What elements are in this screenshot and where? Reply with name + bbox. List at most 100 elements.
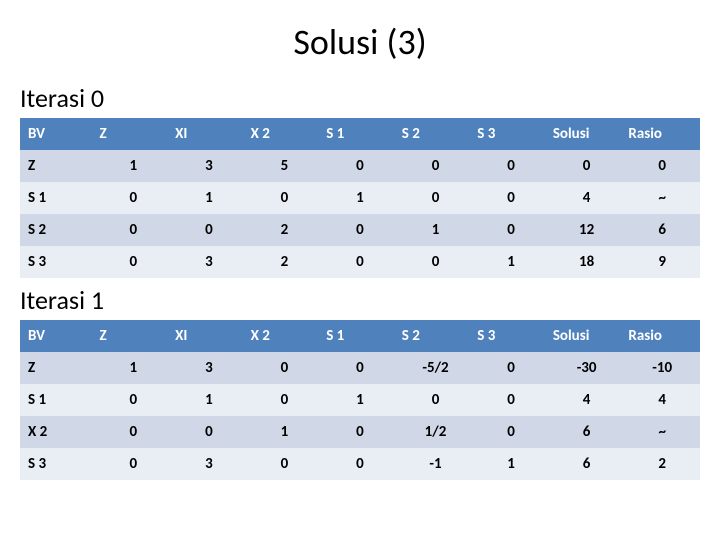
table-row: S 2 0 0 2 0 1 0 12 6: [20, 214, 700, 246]
cell: 1: [473, 246, 549, 278]
cell: 0: [473, 352, 549, 384]
cell: 1: [96, 150, 172, 182]
cell: 3: [171, 246, 247, 278]
cell: 0: [322, 352, 398, 384]
table-row: Z 1 3 5 0 0 0 0 0: [20, 150, 700, 182]
slide-title: Solusi (3): [20, 20, 700, 64]
cell: -5/2: [398, 352, 474, 384]
table-row: X 2 0 0 1 0 1/2 0 6 ~: [20, 416, 700, 448]
cell: 0: [96, 214, 172, 246]
cell: 1: [247, 416, 323, 448]
iterasi-1-table: BV Z XI X 2 S 1 S 2 S 3 Solusi Rasio Z 1…: [20, 320, 700, 480]
cell: 0: [247, 448, 323, 480]
cell: 2: [247, 246, 323, 278]
cell: 0: [322, 214, 398, 246]
col-s2: S 2: [398, 320, 474, 352]
col-rasio: Rasio: [624, 320, 700, 352]
col-solusi: Solusi: [549, 118, 625, 150]
cell: 0: [96, 448, 172, 480]
cell: 4: [549, 384, 625, 416]
cell: 12: [549, 214, 625, 246]
cell: ~: [624, 416, 700, 448]
cell: 1: [322, 182, 398, 214]
table-row: Z 1 3 0 0 -5/2 0 -30 -10: [20, 352, 700, 384]
cell: -30: [549, 352, 625, 384]
cell: 0: [473, 150, 549, 182]
table-row: S 1 0 1 0 1 0 0 4 ~: [20, 182, 700, 214]
cell: 0: [398, 182, 474, 214]
cell: 0: [398, 150, 474, 182]
iterasi-0-table: BV Z XI X 2 S 1 S 2 S 3 Solusi Rasio Z 1…: [20, 118, 700, 278]
cell: 3: [171, 150, 247, 182]
cell: 0: [398, 384, 474, 416]
cell: 0: [322, 150, 398, 182]
cell: 0: [473, 214, 549, 246]
table-header-row: BV Z XI X 2 S 1 S 2 S 3 Solusi Rasio: [20, 320, 700, 352]
cell: 0: [473, 384, 549, 416]
cell: 0: [473, 182, 549, 214]
cell: 6: [549, 416, 625, 448]
col-s2: S 2: [398, 118, 474, 150]
cell: 9: [624, 246, 700, 278]
cell: 1: [171, 384, 247, 416]
cell: 1: [96, 352, 172, 384]
cell: 0: [247, 384, 323, 416]
col-bv: BV: [20, 320, 96, 352]
cell: 1: [322, 384, 398, 416]
col-s3: S 3: [473, 320, 549, 352]
col-bv: BV: [20, 118, 96, 150]
cell: 4: [549, 182, 625, 214]
cell: 0: [96, 384, 172, 416]
cell: 1: [398, 214, 474, 246]
cell: 0: [398, 246, 474, 278]
cell: S 1: [20, 182, 96, 214]
cell: 18: [549, 246, 625, 278]
cell: S 2: [20, 214, 96, 246]
cell: 0: [171, 416, 247, 448]
cell: 0: [247, 352, 323, 384]
table-row: S 3 0 3 2 0 0 1 18 9: [20, 246, 700, 278]
iterasi-1-heading: Iterasi 1: [20, 284, 700, 316]
cell: 4: [624, 384, 700, 416]
cell: 0: [171, 214, 247, 246]
cell: 0: [96, 416, 172, 448]
cell: X 2: [20, 416, 96, 448]
col-rasio: Rasio: [624, 118, 700, 150]
col-s1: S 1: [322, 118, 398, 150]
cell: 0: [473, 416, 549, 448]
col-solusi: Solusi: [549, 320, 625, 352]
cell: Z: [20, 352, 96, 384]
col-x2: X 2: [247, 320, 323, 352]
cell: ~: [624, 182, 700, 214]
col-s1: S 1: [322, 320, 398, 352]
cell: 0: [322, 246, 398, 278]
cell: S 1: [20, 384, 96, 416]
table-header-row: BV Z XI X 2 S 1 S 2 S 3 Solusi Rasio: [20, 118, 700, 150]
cell: 0: [96, 182, 172, 214]
col-z: Z: [96, 118, 172, 150]
cell: Z: [20, 150, 96, 182]
table-row: S 3 0 3 0 0 -1 1 6 2: [20, 448, 700, 480]
cell: 3: [171, 448, 247, 480]
cell: 0: [247, 182, 323, 214]
cell: 2: [624, 448, 700, 480]
col-xi: XI: [171, 320, 247, 352]
cell: 1: [171, 182, 247, 214]
cell: S 3: [20, 246, 96, 278]
col-x2: X 2: [247, 118, 323, 150]
col-s3: S 3: [473, 118, 549, 150]
cell: 6: [624, 214, 700, 246]
cell: 1/2: [398, 416, 474, 448]
cell: 5: [247, 150, 323, 182]
cell: 0: [322, 416, 398, 448]
cell: 3: [171, 352, 247, 384]
cell: 6: [549, 448, 625, 480]
cell: -10: [624, 352, 700, 384]
cell: 0: [96, 246, 172, 278]
col-z: Z: [96, 320, 172, 352]
cell: -1: [398, 448, 474, 480]
cell: 0: [322, 448, 398, 480]
table-row: S 1 0 1 0 1 0 0 4 4: [20, 384, 700, 416]
col-xi: XI: [171, 118, 247, 150]
cell: S 3: [20, 448, 96, 480]
